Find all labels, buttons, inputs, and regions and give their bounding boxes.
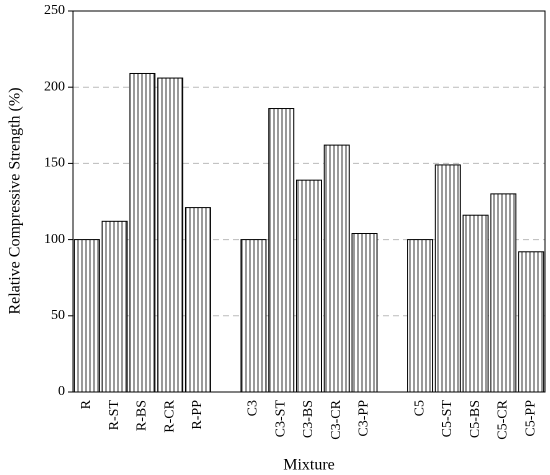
- x-tick-label: C3-ST: [273, 400, 288, 438]
- y-tick-label: 0: [58, 384, 65, 399]
- x-tick-label: C3-BS: [301, 400, 316, 438]
- x-tick-label: C5: [412, 400, 427, 416]
- bar: [101, 220, 128, 393]
- x-tick-label: C5-BS: [468, 400, 483, 438]
- x-tick-label: R-CR: [162, 399, 177, 432]
- x-tick-label: C3-CR: [329, 399, 344, 439]
- y-tick-label: 50: [51, 308, 65, 323]
- bar: [323, 144, 350, 393]
- y-tick-label: 200: [44, 79, 65, 94]
- bar: [268, 108, 295, 393]
- bar: [129, 72, 156, 393]
- x-tick-label: R: [79, 399, 94, 409]
- bar: [407, 239, 434, 393]
- x-tick-label: R-BS: [135, 400, 150, 431]
- x-tick-label: C5-CR: [496, 399, 511, 439]
- bar: [73, 239, 100, 393]
- x-tick-label: C3: [246, 400, 261, 416]
- y-tick-label: 250: [44, 3, 65, 18]
- y-axis-title: Relative Compressive Strength (%): [7, 87, 24, 314]
- bar: [434, 164, 461, 393]
- x-tick-label: R-PP: [190, 400, 205, 430]
- x-tick-label: R-ST: [107, 400, 122, 431]
- x-axis-title: Mixture: [283, 457, 335, 474]
- x-tick-label: C5-ST: [440, 400, 455, 438]
- plot-frame: [72, 10, 546, 393]
- bar: [296, 179, 322, 393]
- bar: [351, 233, 378, 393]
- x-tick-label: C5-PP: [523, 400, 538, 437]
- bar: [157, 77, 184, 393]
- x-tick-label: C3-PP: [357, 400, 372, 437]
- bar: [462, 214, 489, 393]
- bar: [184, 207, 211, 393]
- bar: [518, 251, 545, 393]
- y-tick-label: 100: [44, 232, 65, 247]
- bar: [240, 239, 267, 393]
- y-tick-label: 150: [44, 156, 65, 171]
- bar: [490, 193, 517, 393]
